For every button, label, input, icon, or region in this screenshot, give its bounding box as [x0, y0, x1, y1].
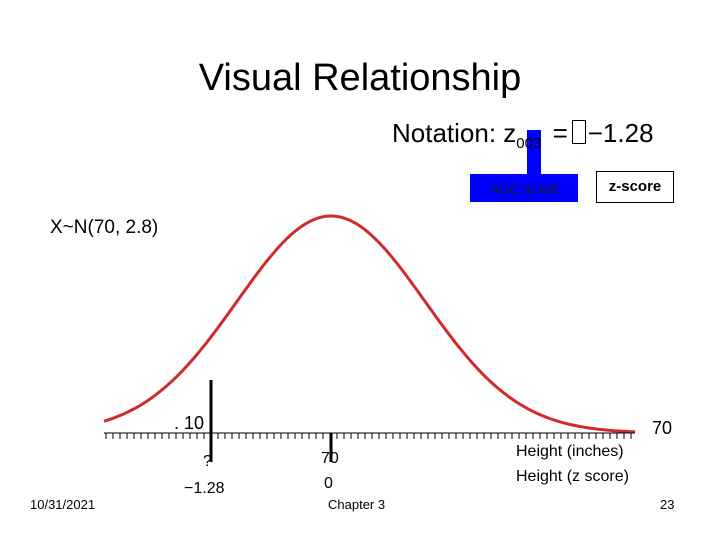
- footer-chapter: Chapter 3: [328, 497, 386, 512]
- cutoff-value-label: ?: [203, 453, 212, 470]
- slide-title: Visual Relationship: [198, 57, 522, 99]
- notation-prefix: Notation: z: [392, 118, 517, 148]
- notation-value: −1.28: [587, 118, 654, 148]
- subscript-highlight: [527, 130, 541, 174]
- cutoff-z-label: −1.28: [184, 480, 225, 497]
- distribution-label: X~N(70, 2.8): [50, 217, 159, 238]
- axis-label-inches: Height (inches): [516, 443, 624, 460]
- mean-value-label: 70: [321, 450, 339, 467]
- zscore-callout: z-score: [596, 171, 674, 203]
- footer-date: 10/31/2021: [30, 497, 96, 512]
- notation-equals: =: [552, 118, 568, 148]
- axis-label-z: Height (z score): [516, 468, 629, 485]
- tail-area-label: . 10: [174, 413, 205, 433]
- notation-subscript: 003: [516, 135, 542, 152]
- auc-callout: AUC to left: [470, 174, 578, 202]
- normal-curve: [103, 214, 636, 434]
- mean-z-label: 0: [324, 475, 333, 492]
- right-value-label: 70: [652, 418, 673, 438]
- footer-page-number: 23: [660, 497, 675, 512]
- missing-glyph-box: [571, 120, 586, 144]
- notation-text: Notation: z003 = −1.28: [392, 118, 654, 152]
- axis-ticks: [105, 433, 632, 439]
